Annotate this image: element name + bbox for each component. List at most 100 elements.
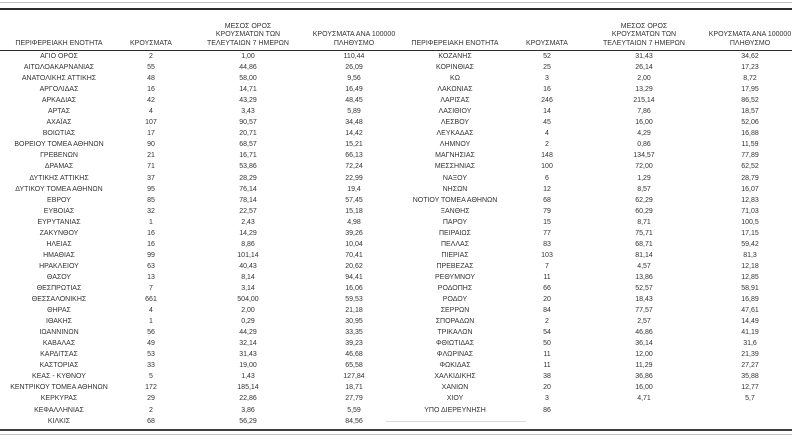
per-100k-cell: 4,98 <box>347 218 361 226</box>
cases-cell: 148 <box>541 152 553 160</box>
region-name-cell: ΙΩΑΝΝΙΝΩΝ <box>39 329 79 337</box>
per-100k-cell: 47,61 <box>741 307 759 315</box>
region-name-cell: ΘΑΣΟΥ <box>46 273 72 281</box>
avg-7day-cell: 60,29 <box>635 207 653 215</box>
avg-7day-cell: 52,57 <box>635 285 653 292</box>
per-100k-cell: 15,18 <box>345 207 363 215</box>
col-header-cases-label: ΚΡΟΥΣΜΑΤΑ <box>130 39 172 47</box>
table-row: ΠΙΕΡΙΑΣ 103 81,14 81,3 <box>396 250 792 261</box>
per-100k-cell: 16,88 <box>741 130 759 138</box>
region-name-cell: ΚΕΝΤΡΙΚΟΥ ΤΟΜΕΑ ΑΘΗΝΩΝ <box>10 384 108 392</box>
table-row: ΕΒΡΟΥ 85 78,14 57,45 <box>0 195 396 206</box>
avg-7day-cell: 28,29 <box>239 174 257 182</box>
per-100k-cell: 28,79 <box>741 174 759 182</box>
avg-7day-cell: 36,86 <box>635 373 653 381</box>
col-header-per100k-line2: ΠΛΗΘΥΣΜΟ <box>729 39 771 47</box>
cases-cell: 16 <box>543 86 551 94</box>
avg-7day-cell: 2,00 <box>241 307 255 315</box>
region-name-cell: ΕΒΡΟΥ <box>47 196 71 204</box>
region-name-cell: ΑΝΑΤΟΛΙΚΗΣ ΑΤΤΙΚΗΣ <box>21 75 97 83</box>
per-100k-cell: 39,23 <box>345 340 363 348</box>
table-body-right: ΚΟΖΑΝΗΣ 52 31,43 34,62 ΚΟΡΙΝΘΙΑΣ 25 26,14 17,23… <box>396 51 792 427</box>
table-row: ΥΠΟ ΔΙΕΡΕΥΝΗΣΗ 86 <box>396 405 792 416</box>
avg-7day-cell: 31,43 <box>635 53 653 61</box>
per-100k-cell: 16,06 <box>345 285 363 292</box>
region-name-cell: ΞΑΝΘΗΣ <box>440 207 470 215</box>
region-name-cell: ΚΩ <box>450 75 460 83</box>
region-name-cell: ΙΘΑΚΗΣ <box>46 318 72 326</box>
avg-7day-cell: 3,86 <box>241 406 255 414</box>
region-name-cell: ΑΓΙΟ ΟΡΟΣ <box>40 53 78 61</box>
cases-cell: 56 <box>147 329 155 337</box>
table-row: ΘΗΡΑΣ 4 2,00 21,18 <box>0 305 396 316</box>
region-name-cell: ΡΕΘΥΜΝΟΥ <box>434 273 475 281</box>
cases-cell: 32 <box>147 207 155 215</box>
region-name-cell: ΡΟΔΟΠΗΣ <box>437 285 473 292</box>
col-header-region-label: ΠΕΡΙΦΕΡΕΙΑΚΗ ΕΝΟΤΗΤΑ <box>411 39 499 47</box>
right-table-partial-underline <box>386 421 526 422</box>
per-100k-cell: 5,7 <box>745 395 755 403</box>
avg-7day-cell: 215,14 <box>633 97 655 105</box>
cases-cell: 15 <box>543 218 551 226</box>
table-row: ΔΥΤΙΚΟΥ ΤΟΜΕΑ ΑΘΗΝΩΝ 95 76,14 19,4 <box>0 184 396 195</box>
avg-7day-cell: 1,00 <box>241 53 255 61</box>
region-name-cell: ΠΑΡΟΥ <box>442 218 468 226</box>
cases-cell: 16 <box>147 229 155 237</box>
col-header-avg-line2: ΚΡΟΥΣΜΑΤΩΝ ΤΩΝ <box>611 31 677 38</box>
per-100k-cell: 16,89 <box>741 296 759 304</box>
avg-7day-cell: 8,14 <box>241 273 255 281</box>
avg-7day-cell: 75,71 <box>635 229 653 237</box>
avg-7day-cell: 185,14 <box>237 384 259 392</box>
region-name-cell: ΚΕΑΣ - ΚΥΘΝΟΥ <box>32 373 86 381</box>
per-100k-cell: 8,72 <box>743 75 757 83</box>
cases-cell: 11 <box>543 273 551 281</box>
avg-7day-cell: 18,43 <box>635 296 653 304</box>
region-name-cell: ΧΑΝΙΩΝ <box>441 384 469 392</box>
table-row: ΘΕΣΠΡΩΤΙΑΣ 7 3,14 16,06 <box>0 283 396 294</box>
table-row: ΠΕΛΛΑΣ 83 68,71 59,42 <box>396 239 792 250</box>
table-row: ΛΗΜΝΟΥ 2 0,86 11,59 <box>396 139 792 150</box>
per-100k-cell: 59,42 <box>741 240 759 248</box>
cases-cell: 7 <box>149 285 153 292</box>
region-name-cell: ΠΙΕΡΙΑΣ <box>441 251 469 259</box>
cases-cell: 172 <box>145 384 157 392</box>
cases-cell: 86 <box>543 406 551 414</box>
region-name-cell: ΠΡΕΒΕΖΑΣ <box>436 262 474 270</box>
avg-7day-cell: 19,00 <box>239 362 257 370</box>
region-name-cell: ΔΥΤΙΚΟΥ ΤΟΜΕΑ ΑΘΗΝΩΝ <box>15 185 103 193</box>
table-row: ΔΡΑΜΑΣ 71 53,86 72,24 <box>0 161 396 172</box>
cases-cell: 246 <box>541 97 553 105</box>
region-name-cell: ΚΟΖΑΝΗΣ <box>438 53 472 61</box>
per-100k-cell: 12,77 <box>741 384 759 392</box>
per-100k-cell: 17,15 <box>741 229 759 237</box>
region-name-cell: ΑΡΚΑΔΙΑΣ <box>41 97 77 105</box>
table-row: ΚΕΝΤΡΙΚΟΥ ΤΟΜΕΑ ΑΘΗΝΩΝ 172 185,14 18,71 <box>0 382 396 393</box>
per-100k-cell: 26,09 <box>345 64 363 72</box>
table-row: ΣΕΡΡΩΝ 84 77,57 47,61 <box>396 305 792 316</box>
avg-7day-cell: 90,57 <box>239 119 257 127</box>
per-100k-cell: 65,58 <box>345 362 363 370</box>
per-100k-cell: 20,62 <box>345 262 363 270</box>
region-name-cell: ΔΥΤΙΚΗΣ ΑΤΤΙΚΗΣ <box>29 174 89 182</box>
col-header-avg-line3: ΤΕΛΕΥΤΑΙΩΝ 7 ΗΜΕΡΩΝ <box>603 39 685 47</box>
table-row: ΚΕΡΚΥΡΑΣ 29 22,86 27,79 <box>0 393 396 404</box>
col-header-cases: ΚΡΟΥΣΜΑΤΑ <box>118 10 184 50</box>
avg-7day-cell: 101,14 <box>237 251 259 259</box>
cases-cell: 52 <box>543 53 551 61</box>
region-name-cell: ΛΑΣΙΘΙΟΥ <box>438 108 472 116</box>
avg-7day-cell: 31,43 <box>239 351 257 359</box>
per-100k-cell: 11,59 <box>741 141 759 149</box>
per-100k-cell: 21,39 <box>741 351 759 359</box>
table-row: ΧΑΝΙΩΝ 20 16,00 12,77 <box>396 382 792 393</box>
per-100k-cell: 70,41 <box>345 251 363 259</box>
col-header-per100k-line1: ΚΡΟΥΣΜΑΤΑ ΑΝΑ 100000 <box>708 31 792 38</box>
region-name-cell: ΣΕΡΡΩΝ <box>440 307 470 315</box>
region-name-cell: ΤΡΙΚΑΛΩΝ <box>437 329 473 337</box>
per-100k-cell: 12,83 <box>741 196 759 204</box>
table-row: ΗΜΑΘΙΑΣ 99 101,14 70,41 <box>0 250 396 261</box>
table-row: ΚΟΖΑΝΗΣ 52 31,43 34,62 <box>396 51 792 62</box>
avg-7day-cell: 2,57 <box>637 318 651 326</box>
avg-7day-cell: 36,14 <box>635 340 653 348</box>
avg-7day-cell: 68,57 <box>239 141 257 149</box>
